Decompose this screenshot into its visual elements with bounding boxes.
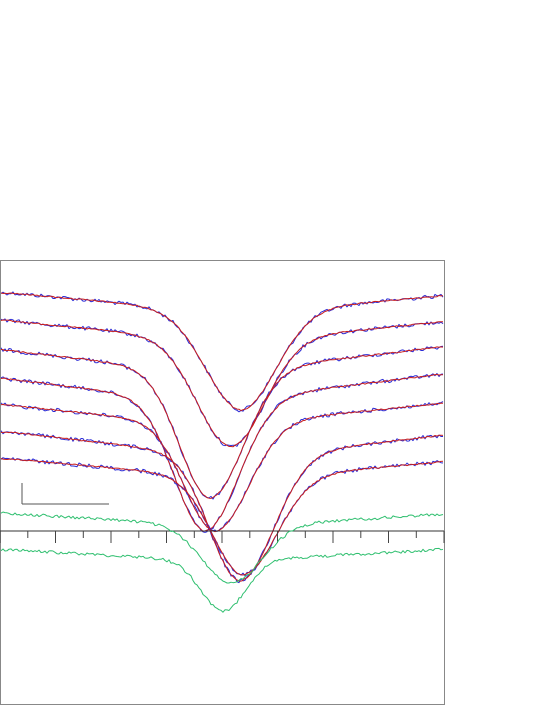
- model-profile-6: [0, 431, 444, 582]
- observed-profile-4: [0, 373, 444, 533]
- model-profile-2: [0, 319, 444, 448]
- plot-frame: [0, 260, 445, 705]
- model-profile-4: [0, 374, 444, 532]
- observed-profile-1: [0, 291, 444, 413]
- residual-profile-2: [0, 547, 444, 613]
- model-profile-1: [0, 292, 444, 412]
- observed-profile-5: [0, 401, 444, 532]
- x-axis: [0, 530, 445, 543]
- observed-profile-3: [0, 345, 444, 500]
- model-profile-3: [0, 346, 444, 499]
- model-profile-7: [0, 458, 444, 576]
- scale-bar: [21, 483, 109, 505]
- model-profile-5: [0, 402, 444, 533]
- residual-profile-1: [0, 511, 444, 584]
- line-profiles-group: [0, 291, 444, 584]
- residuals-group: [0, 511, 444, 613]
